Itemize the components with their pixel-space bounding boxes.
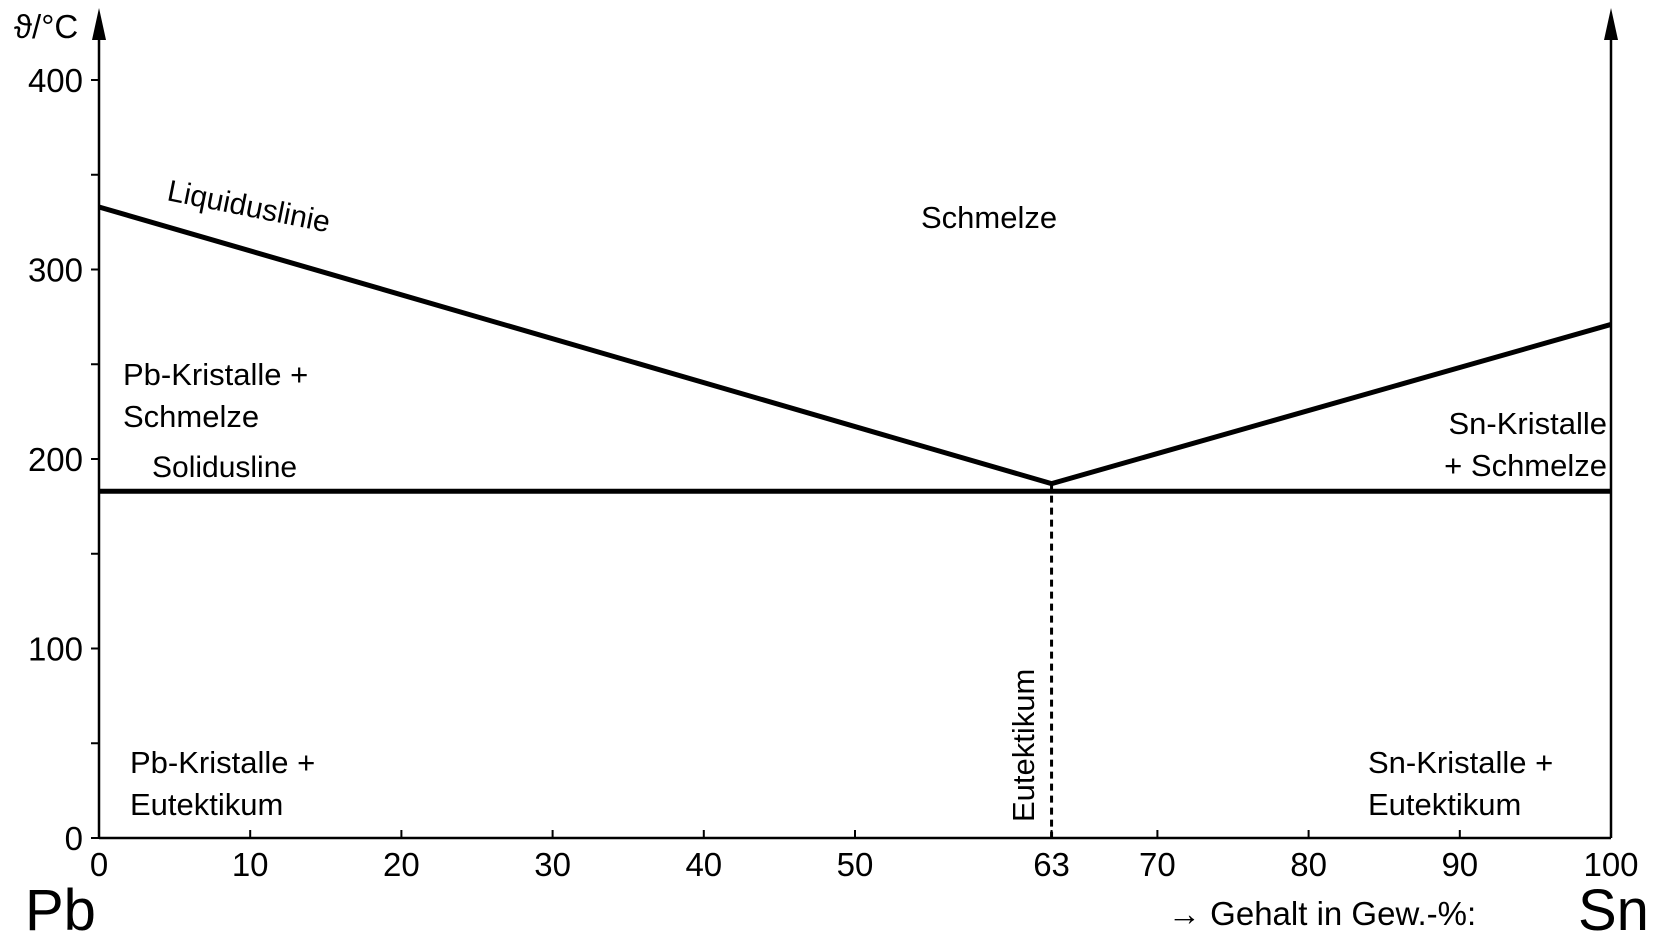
x-tick-label: 100 [1583,846,1638,883]
liquidus-line-label: Liquiduslinie [165,175,333,240]
element-label-sn: Sn [1578,878,1649,937]
axes-layer: 0 100 200 300 400 0 10 20 30 40 50 63 70 80 90 100 [28,8,1639,883]
eutectic-label: Eutektikum [1006,669,1041,822]
region-label-melt: Schmelze [921,200,1057,235]
y-tick-label: 0 [65,820,83,857]
y-axis-label: ϑ/°C [14,8,78,45]
x-tick-label: 70 [1139,846,1176,883]
x-tick-label: 80 [1290,846,1327,883]
x-tick-label: 10 [232,846,269,883]
region-label-pb-eutectic-line2: Eutektikum [130,787,283,822]
y-tick-label: 200 [28,441,83,478]
x-tick-label: 40 [685,846,722,883]
region-label-pb-melt-line2: Schmelze [123,399,259,434]
label-layer: ϑ/°C → Gehalt in Gew.-%: Pb Sn Liquidusl… [14,8,1649,937]
y-axis-arrow [92,8,106,40]
region-label-sn-melt-line2: + Schmelze [1444,448,1607,483]
x-tick-label: 20 [383,846,420,883]
region-label-pb-eutectic-line1: Pb-Kristalle + [130,745,315,780]
region-label-sn-melt-line1: Sn-Kristalle [1449,406,1608,441]
series-line-liquidus [98,204,1612,487]
x-tick-label: 50 [837,846,874,883]
y-tick-label: 300 [28,252,83,289]
x-tick-label: 30 [534,846,571,883]
series-layer [98,204,1612,838]
solidus-line-label: Solidusline [152,451,297,484]
region-label-sn-eutectic-line1: Sn-Kristalle + [1368,745,1553,780]
x-tick-label: 63 [1033,846,1070,883]
right-axis-arrow [1604,8,1618,40]
element-label-pb: Pb [25,878,96,937]
x-axis-label: → Gehalt in Gew.-%: [1168,895,1476,932]
y-tick-label: 100 [28,631,83,668]
region-label-pb-melt-line1: Pb-Kristalle + [123,357,308,392]
x-tick-label: 0 [90,846,108,883]
region-label-sn-eutectic-line2: Eutektikum [1368,787,1521,822]
x-tick-label: 90 [1441,846,1478,883]
y-tick-label: 400 [28,62,83,99]
